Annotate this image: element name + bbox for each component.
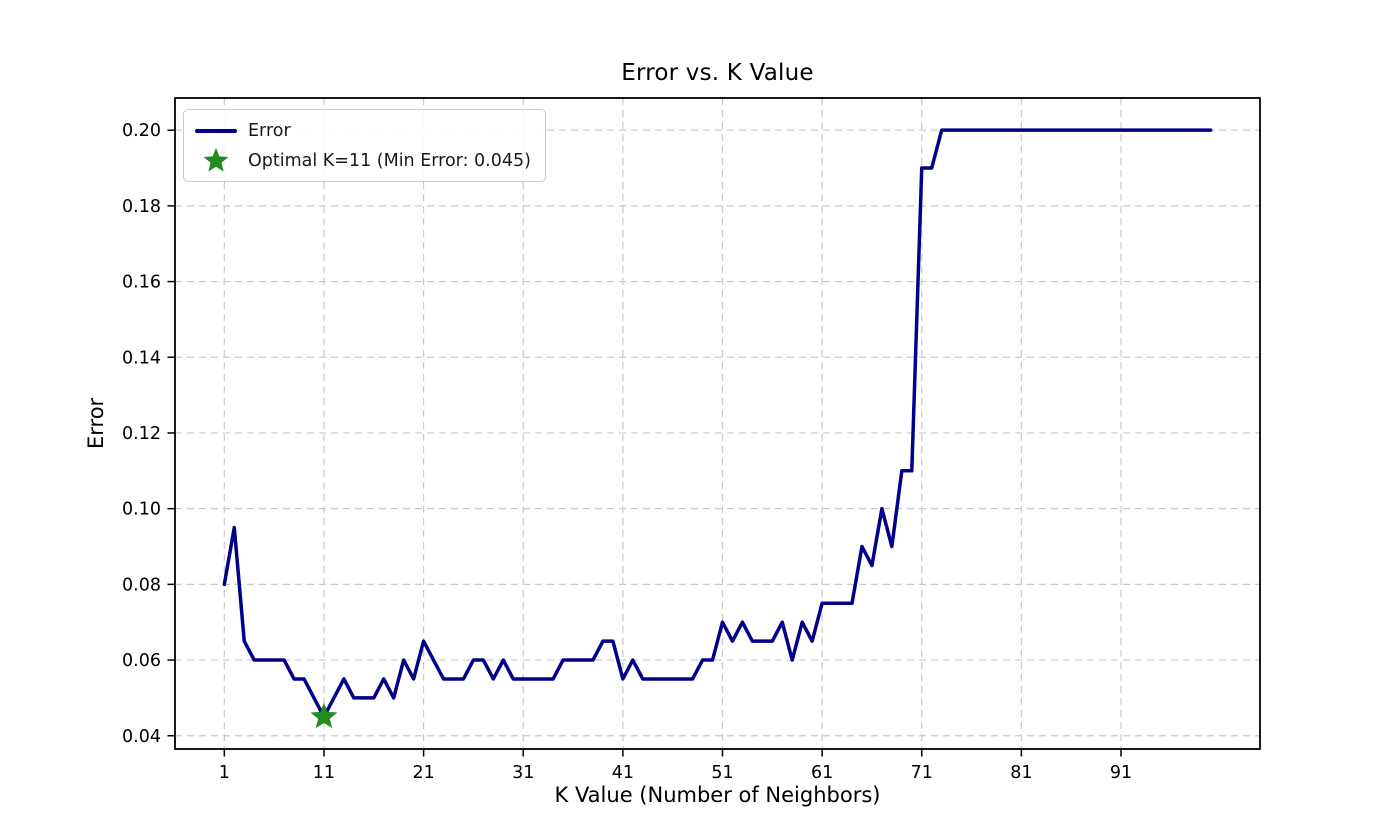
x-tick-labels: 1 11 21 31 41 51 61 71 81 91 (219, 763, 1132, 783)
svg-text:41: 41 (612, 763, 634, 783)
svg-text:0.10: 0.10 (122, 500, 161, 520)
y-axis-label: Error (84, 397, 108, 449)
legend-item-optimal: Optimal K=11 (Min Error: 0.045) (194, 147, 531, 174)
svg-text:0.12: 0.12 (122, 424, 161, 444)
legend-star-key (194, 147, 238, 175)
svg-text:1: 1 (219, 763, 230, 783)
axes-frame (174, 97, 1261, 750)
y-tick-labels: 0.04 0.06 0.08 0.10 0.12 0.14 0.16 0.18 0.20 (122, 121, 161, 747)
svg-text:0.04: 0.04 (122, 727, 161, 747)
optimal-star-marker (310, 702, 338, 729)
legend-item-label: Error (248, 120, 291, 141)
error-line (222, 128, 1213, 719)
x-axis-label: K Value (Number of Neighbors) (554, 783, 881, 807)
svg-text:81: 81 (1010, 763, 1032, 783)
svg-text:0.20: 0.20 (122, 121, 161, 141)
legend-line-key (194, 128, 238, 133)
error-line-swatch-icon (195, 128, 237, 133)
svg-text:31: 31 (512, 763, 534, 783)
svg-text:11: 11 (313, 763, 335, 783)
svg-text:71: 71 (911, 763, 933, 783)
legend: Error Optimal K=11 (Min Error: 0.045) (183, 109, 546, 182)
svg-text:61: 61 (811, 763, 833, 783)
svg-text:0.16: 0.16 (122, 273, 161, 293)
svg-text:0.08: 0.08 (122, 575, 161, 595)
chart-title: Error vs. K Value (621, 60, 814, 86)
tick-marks (167, 129, 1122, 757)
svg-text:0.14: 0.14 (122, 348, 161, 368)
svg-text:51: 51 (711, 763, 733, 783)
legend-item-error: Error (194, 117, 531, 144)
svg-text:21: 21 (412, 763, 434, 783)
svg-text:0.06: 0.06 (122, 651, 161, 671)
svg-text:91: 91 (1110, 763, 1132, 783)
svg-text:0.18: 0.18 (122, 197, 161, 217)
star-icon (203, 147, 229, 172)
legend-item-label: Optimal K=11 (Min Error: 0.045) (248, 150, 531, 171)
plot-background (175, 98, 1260, 749)
